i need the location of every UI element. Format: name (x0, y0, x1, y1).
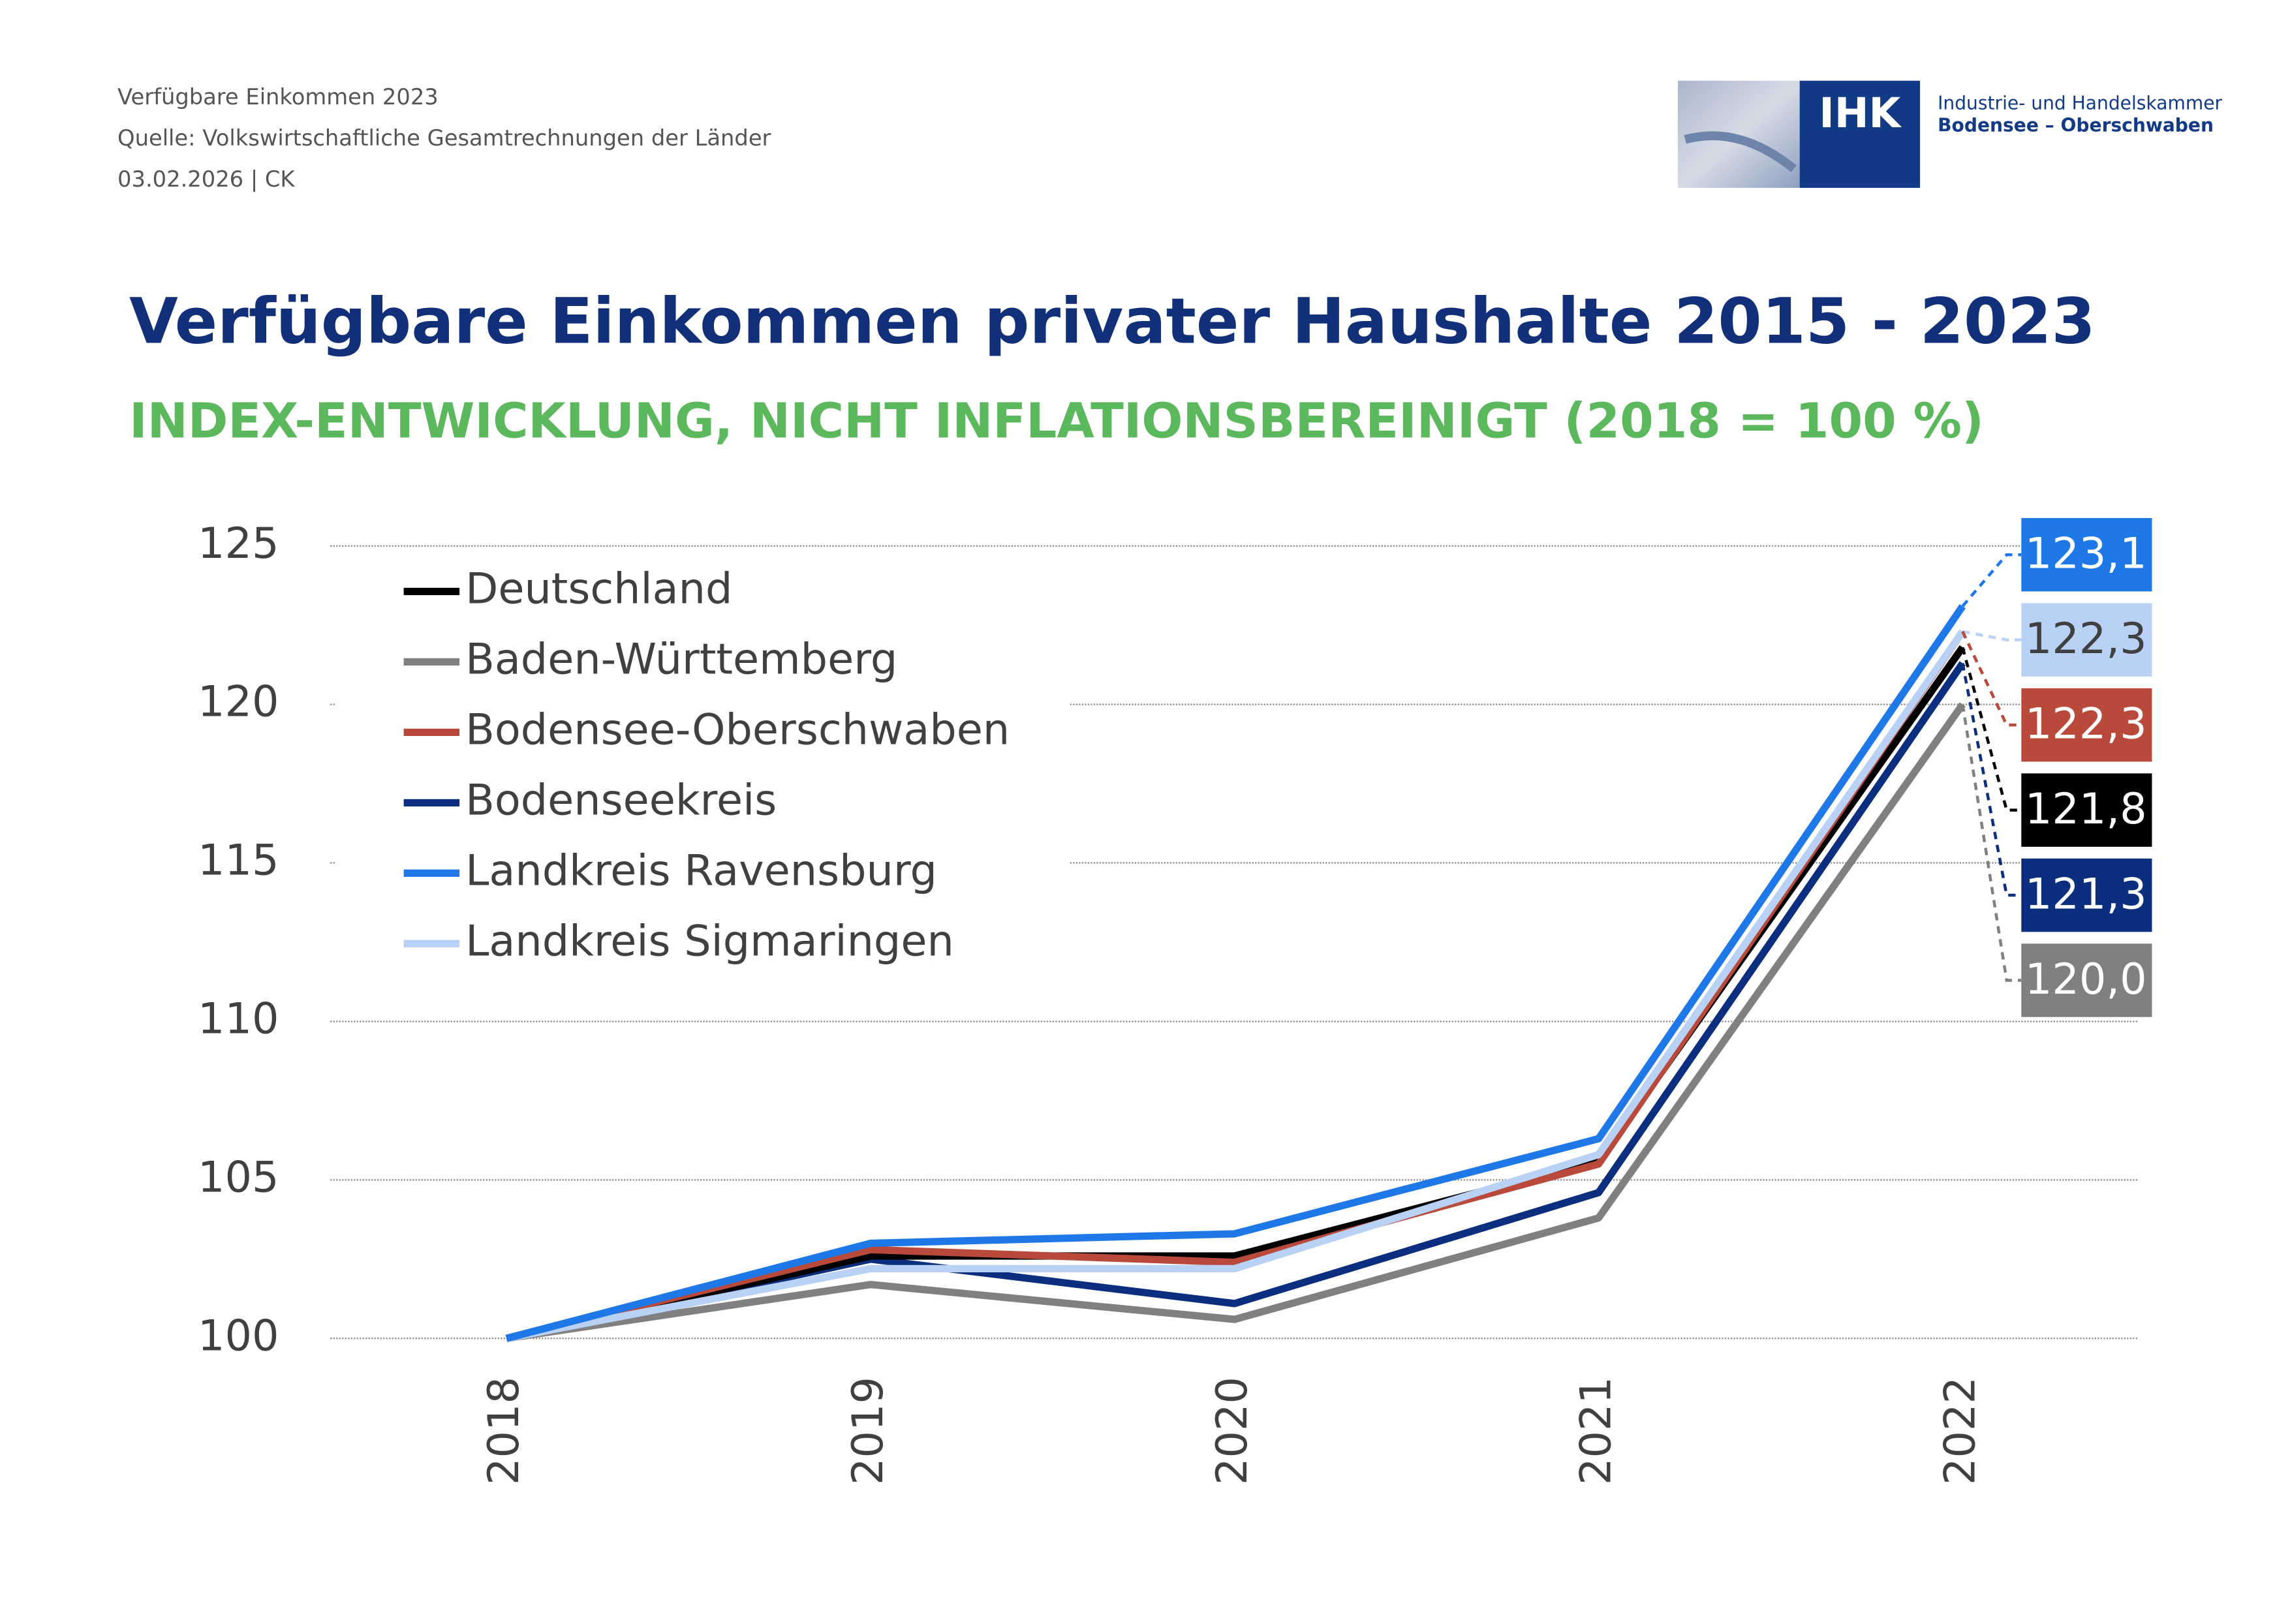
logo-image (1684, 131, 1797, 172)
legend-label: Deutschland (465, 564, 732, 614)
logo-region: Bodensee – Oberschwaben (1938, 114, 2214, 136)
data-label-box (2021, 858, 2152, 932)
data-label-box (2021, 773, 2152, 847)
data-label-box (2021, 688, 2152, 762)
data-label-box (2021, 943, 2152, 1017)
logo-name: Industrie- und Handelskammer (1938, 93, 2222, 114)
chart-subtitle: INDEX-ENTWICKLUNG, NICHT INFLATIONSBEREI… (129, 393, 1984, 450)
data-label: 123,1 (2025, 529, 2147, 579)
data-label: 121,3 (2025, 869, 2147, 919)
data-label: 122,3 (2025, 699, 2147, 748)
x-tick-label: 2020 (1207, 1377, 1257, 1485)
plot: 2018 2019 2020 2021 2022 Deutschland Baden-Wür… (403, 517, 2152, 1485)
data-label: 121,8 (2025, 784, 2147, 834)
x-tick-label: 2019 (843, 1377, 893, 1485)
header-line: Verfügbare Einkommen 2023 (117, 84, 439, 110)
logo-abbr: IHK (1819, 89, 1902, 137)
legend-label: Landkreis Ravensburg (465, 846, 937, 895)
series-line (505, 604, 1966, 1342)
x-tick-label: 2018 (479, 1377, 529, 1485)
y-tick-label: 105 (198, 1152, 279, 1202)
legend-label: Baden-Württemberg (465, 634, 897, 684)
data-label: 122,3 (2025, 614, 2147, 664)
y-tick-label: 115 (198, 836, 279, 885)
leader-line (1961, 663, 2022, 897)
x-tick-label: 2022 (1935, 1377, 1985, 1485)
series-line (506, 702, 1966, 1342)
header-line: 03.02.2026 | CK (117, 166, 295, 192)
y-tick-label: 110 (198, 994, 279, 1044)
series-line (506, 629, 1966, 1342)
leader-line (1961, 704, 2022, 982)
logo-box (1799, 80, 1921, 188)
x-tick-label: 2021 (1571, 1377, 1621, 1485)
leader-line (1961, 553, 2022, 607)
y-tick-label: 100 (198, 1311, 279, 1360)
data-label: 120,0 (2025, 955, 2147, 1004)
leader-line (1961, 647, 2022, 812)
header-line: Quelle: Volkswirtschaftliche Gesamtrechn… (117, 125, 771, 151)
y-tick-label: 120 (198, 677, 279, 727)
data-label-box (2021, 603, 2152, 677)
grid: 100 105 110 115 120 125 (198, 519, 2139, 1360)
legend-label: Landkreis Sigmaringen (465, 916, 954, 966)
legend-background (334, 555, 1069, 981)
legend-label: Bodenseekreis (465, 775, 777, 825)
leader-line (1962, 630, 2022, 641)
legend-label: Bodensee-Oberschwaben (465, 705, 1010, 754)
data-label-box (2021, 517, 2152, 592)
chart-title: Verfügbare Einkommen privater Haushalte … (129, 284, 2096, 358)
y-tick-label: 125 (198, 519, 279, 568)
